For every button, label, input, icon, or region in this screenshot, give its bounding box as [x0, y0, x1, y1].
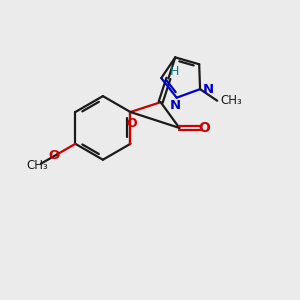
Text: N: N: [203, 83, 214, 96]
Text: N: N: [169, 99, 181, 112]
Text: H: H: [170, 65, 180, 78]
Text: CH₃: CH₃: [220, 94, 242, 107]
Text: O: O: [199, 121, 210, 135]
Text: O: O: [49, 149, 60, 162]
Text: O: O: [127, 117, 137, 130]
Text: CH₃: CH₃: [26, 159, 48, 172]
